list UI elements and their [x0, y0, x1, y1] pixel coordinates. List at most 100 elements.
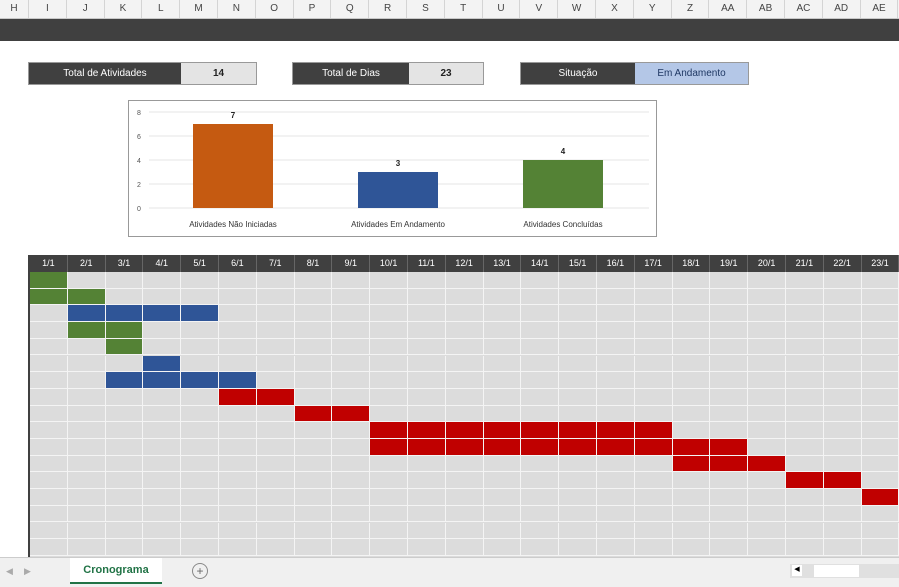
- grid-cell[interactable]: [408, 272, 446, 289]
- grid-cell[interactable]: [710, 472, 749, 490]
- grid-cell[interactable]: [370, 405, 408, 423]
- grid-cell[interactable]: [105, 472, 144, 490]
- grid-cell[interactable]: [408, 305, 446, 323]
- grid-cell[interactable]: [710, 388, 749, 406]
- grid-cell[interactable]: [143, 505, 182, 523]
- column-header[interactable]: J: [67, 0, 105, 18]
- grid-cell[interactable]: [672, 505, 711, 523]
- column-header[interactable]: AA: [709, 0, 748, 18]
- grid-cell[interactable]: [294, 305, 333, 323]
- grid-cell[interactable]: [559, 455, 597, 473]
- task-bar-cell[interactable]: [559, 439, 597, 456]
- grid-cell[interactable]: [256, 422, 295, 439]
- grid-cell[interactable]: [597, 405, 635, 423]
- task-bar-cell[interactable]: [786, 472, 824, 490]
- grid-cell[interactable]: [748, 522, 786, 540]
- grid-cell[interactable]: [30, 372, 68, 389]
- grid-cell[interactable]: [823, 489, 862, 506]
- grid-cell[interactable]: [521, 338, 560, 356]
- grid-cell[interactable]: [521, 455, 560, 473]
- grid-cell[interactable]: [143, 489, 182, 506]
- grid-cell[interactable]: [823, 305, 862, 323]
- task-bar-cell[interactable]: [521, 439, 560, 456]
- grid-cell[interactable]: [445, 338, 484, 356]
- grid-cell[interactable]: [672, 388, 711, 406]
- grid-cell[interactable]: [256, 539, 295, 556]
- grid-cell[interactable]: [408, 455, 446, 473]
- grid-cell[interactable]: [294, 272, 333, 289]
- grid-cell[interactable]: [748, 372, 786, 389]
- grid-cell[interactable]: [748, 288, 786, 306]
- grid-cell[interactable]: [30, 539, 68, 556]
- grid-cell[interactable]: [672, 288, 711, 306]
- task-bar-cell[interactable]: [143, 355, 182, 373]
- grid-cell[interactable]: [256, 338, 295, 356]
- grid-cell[interactable]: [521, 372, 560, 389]
- task-bar-cell[interactable]: [219, 372, 257, 389]
- grid-cell[interactable]: [256, 439, 295, 456]
- column-header[interactable]: Y: [634, 0, 672, 18]
- grid-cell[interactable]: [786, 522, 824, 540]
- grid-cell[interactable]: [143, 322, 182, 339]
- grid-cell[interactable]: [67, 489, 106, 506]
- grid-cell[interactable]: [408, 288, 446, 306]
- grid-cell[interactable]: [445, 455, 484, 473]
- grid-cell[interactable]: [219, 439, 257, 456]
- task-bar-cell[interactable]: [105, 338, 144, 356]
- task-bar-cell[interactable]: [30, 272, 68, 289]
- task-bar-cell[interactable]: [408, 439, 446, 456]
- scroll-right-icon[interactable]: ▶: [24, 566, 31, 576]
- grid-cell[interactable]: [786, 505, 824, 523]
- grid-cell[interactable]: [861, 539, 899, 556]
- grid-cell[interactable]: [483, 405, 522, 423]
- grid-cell[interactable]: [370, 272, 408, 289]
- task-bar-cell[interactable]: [710, 455, 749, 473]
- grid-cell[interactable]: [408, 505, 446, 523]
- grid-cell[interactable]: [181, 355, 219, 373]
- grid-cell[interactable]: [370, 355, 408, 373]
- task-bar-cell[interactable]: [710, 439, 749, 456]
- grid-cell[interactable]: [597, 472, 635, 490]
- grid-cell[interactable]: [823, 539, 862, 556]
- column-header[interactable]: S: [407, 0, 445, 18]
- grid-cell[interactable]: [143, 338, 182, 356]
- column-header[interactable]: Z: [672, 0, 710, 18]
- grid-cell[interactable]: [67, 539, 106, 556]
- grid-cell[interactable]: [559, 305, 597, 323]
- grid-cell[interactable]: [67, 372, 106, 389]
- grid-cell[interactable]: [294, 322, 333, 339]
- grid-cell[interactable]: [597, 288, 635, 306]
- grid-cell[interactable]: [30, 338, 68, 356]
- grid-cell[interactable]: [823, 422, 862, 439]
- grid-cell[interactable]: [597, 372, 635, 389]
- grid-cell[interactable]: [483, 455, 522, 473]
- task-bar-cell[interactable]: [597, 422, 635, 439]
- grid-cell[interactable]: [483, 305, 522, 323]
- grid-cell[interactable]: [597, 355, 635, 373]
- grid-cell[interactable]: [256, 455, 295, 473]
- grid-cell[interactable]: [30, 305, 68, 323]
- task-bar-cell[interactable]: [105, 305, 144, 323]
- grid-cell[interactable]: [30, 472, 68, 490]
- grid-cell[interactable]: [823, 272, 862, 289]
- grid-cell[interactable]: [30, 388, 68, 406]
- grid-cell[interactable]: [710, 422, 749, 439]
- grid-cell[interactable]: [105, 439, 144, 456]
- grid-cell[interactable]: [143, 439, 182, 456]
- grid-cell[interactable]: [597, 455, 635, 473]
- grid-cell[interactable]: [294, 288, 333, 306]
- grid-cell[interactable]: [294, 388, 333, 406]
- scroll-left-arrow-icon[interactable]: ◀: [792, 565, 802, 576]
- grid-cell[interactable]: [219, 505, 257, 523]
- grid-cell[interactable]: [559, 472, 597, 490]
- grid-cell[interactable]: [559, 539, 597, 556]
- grid-cell[interactable]: [181, 505, 219, 523]
- grid-cell[interactable]: [105, 422, 144, 439]
- task-bar-cell[interactable]: [634, 439, 673, 456]
- grid-cell[interactable]: [30, 522, 68, 540]
- grid-cell[interactable]: [861, 322, 899, 339]
- grid-cell[interactable]: [559, 522, 597, 540]
- grid-cell[interactable]: [105, 489, 144, 506]
- grid-cell[interactable]: [710, 338, 749, 356]
- grid-cell[interactable]: [672, 322, 711, 339]
